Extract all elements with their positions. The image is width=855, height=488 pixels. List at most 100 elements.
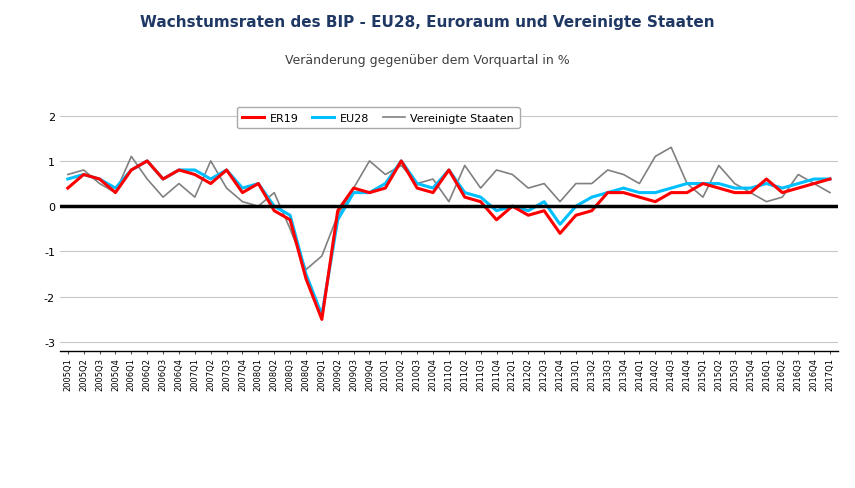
Vereinigte Staaten <box>364 159 374 164</box>
ER19 <box>714 186 724 192</box>
ER19 <box>205 181 215 187</box>
ER19 <box>110 190 121 196</box>
Vereinigte Staaten <box>349 186 359 192</box>
EU28 <box>777 186 787 192</box>
ER19 <box>587 208 597 214</box>
Vereinigte Staaten <box>761 199 771 205</box>
ER19 <box>746 190 756 196</box>
EU28 <box>190 168 200 174</box>
ER19 <box>174 168 184 174</box>
ER19 <box>825 177 835 183</box>
EU28 <box>793 181 804 187</box>
EU28 <box>460 190 470 196</box>
Vereinigte Staaten <box>428 177 438 183</box>
EU28 <box>285 213 295 219</box>
EU28 <box>94 177 104 183</box>
EU28 <box>349 190 359 196</box>
EU28 <box>174 168 184 174</box>
ER19 <box>412 186 422 192</box>
ER19 <box>158 177 168 183</box>
EU28 <box>412 181 422 187</box>
ER19 <box>777 190 787 196</box>
Vereinigte Staaten <box>475 186 486 192</box>
ER19 <box>555 231 565 237</box>
Vereinigte Staaten <box>714 163 724 169</box>
ER19 <box>238 190 248 196</box>
EU28 <box>492 208 502 214</box>
EU28 <box>444 168 454 174</box>
Text: Wachstumsraten des BIP - EU28, Euroraum und Vereinigte Staaten: Wachstumsraten des BIP - EU28, Euroraum … <box>140 15 715 30</box>
Vereinigte Staaten <box>396 163 406 169</box>
Vereinigte Staaten <box>205 159 215 164</box>
EU28 <box>666 186 676 192</box>
Line: Vereinigte Staaten: Vereinigte Staaten <box>68 148 830 270</box>
ER19 <box>142 159 152 164</box>
ER19 <box>460 195 470 201</box>
Vereinigte Staaten <box>682 181 693 187</box>
ER19 <box>127 168 137 174</box>
EU28 <box>603 190 613 196</box>
Vereinigte Staaten <box>729 181 740 187</box>
Vereinigte Staaten <box>507 172 517 178</box>
EU28 <box>825 177 835 183</box>
Vereinigte Staaten <box>793 172 804 178</box>
Vereinigte Staaten <box>62 172 73 178</box>
Vereinigte Staaten <box>127 154 137 160</box>
Vereinigte Staaten <box>285 226 295 232</box>
ER19 <box>269 208 280 214</box>
Vereinigte Staaten <box>634 181 645 187</box>
EU28 <box>269 204 280 210</box>
EU28 <box>650 190 660 196</box>
ER19 <box>364 190 374 196</box>
Vereinigte Staaten <box>444 199 454 205</box>
EU28 <box>158 177 168 183</box>
ER19 <box>79 172 89 178</box>
EU28 <box>221 168 232 174</box>
EU28 <box>618 186 628 192</box>
ER19 <box>396 159 406 164</box>
Vereinigte Staaten <box>316 254 327 260</box>
ER19 <box>333 208 343 214</box>
ER19 <box>492 217 502 223</box>
ER19 <box>94 177 104 183</box>
EU28 <box>253 181 263 187</box>
Vereinigte Staaten <box>492 168 502 174</box>
Vereinigte Staaten <box>698 195 708 201</box>
Vereinigte Staaten <box>777 195 787 201</box>
ER19 <box>523 213 534 219</box>
ER19 <box>603 190 613 196</box>
EU28 <box>507 204 517 210</box>
EU28 <box>746 186 756 192</box>
Vereinigte Staaten <box>380 172 391 178</box>
EU28 <box>729 186 740 192</box>
Vereinigte Staaten <box>825 190 835 196</box>
EU28 <box>761 181 771 187</box>
Vereinigte Staaten <box>539 181 549 187</box>
ER19 <box>349 186 359 192</box>
EU28 <box>571 204 581 210</box>
EU28 <box>698 181 708 187</box>
Vereinigte Staaten <box>301 267 311 273</box>
EU28 <box>634 190 645 196</box>
EU28 <box>555 222 565 228</box>
Vereinigte Staaten <box>253 204 263 210</box>
EU28 <box>428 186 438 192</box>
EU28 <box>380 181 391 187</box>
Vereinigte Staaten <box>618 172 628 178</box>
ER19 <box>253 181 263 187</box>
EU28 <box>809 177 819 183</box>
EU28 <box>238 186 248 192</box>
EU28 <box>110 186 121 192</box>
EU28 <box>364 190 374 196</box>
Vereinigte Staaten <box>158 195 168 201</box>
Vereinigte Staaten <box>142 177 152 183</box>
Vereinigte Staaten <box>333 213 343 219</box>
Vereinigte Staaten <box>809 181 819 187</box>
ER19 <box>650 199 660 205</box>
EU28 <box>396 159 406 164</box>
EU28 <box>316 312 327 318</box>
Vereinigte Staaten <box>460 163 470 169</box>
EU28 <box>587 195 597 201</box>
ER19 <box>475 199 486 205</box>
EU28 <box>539 199 549 205</box>
